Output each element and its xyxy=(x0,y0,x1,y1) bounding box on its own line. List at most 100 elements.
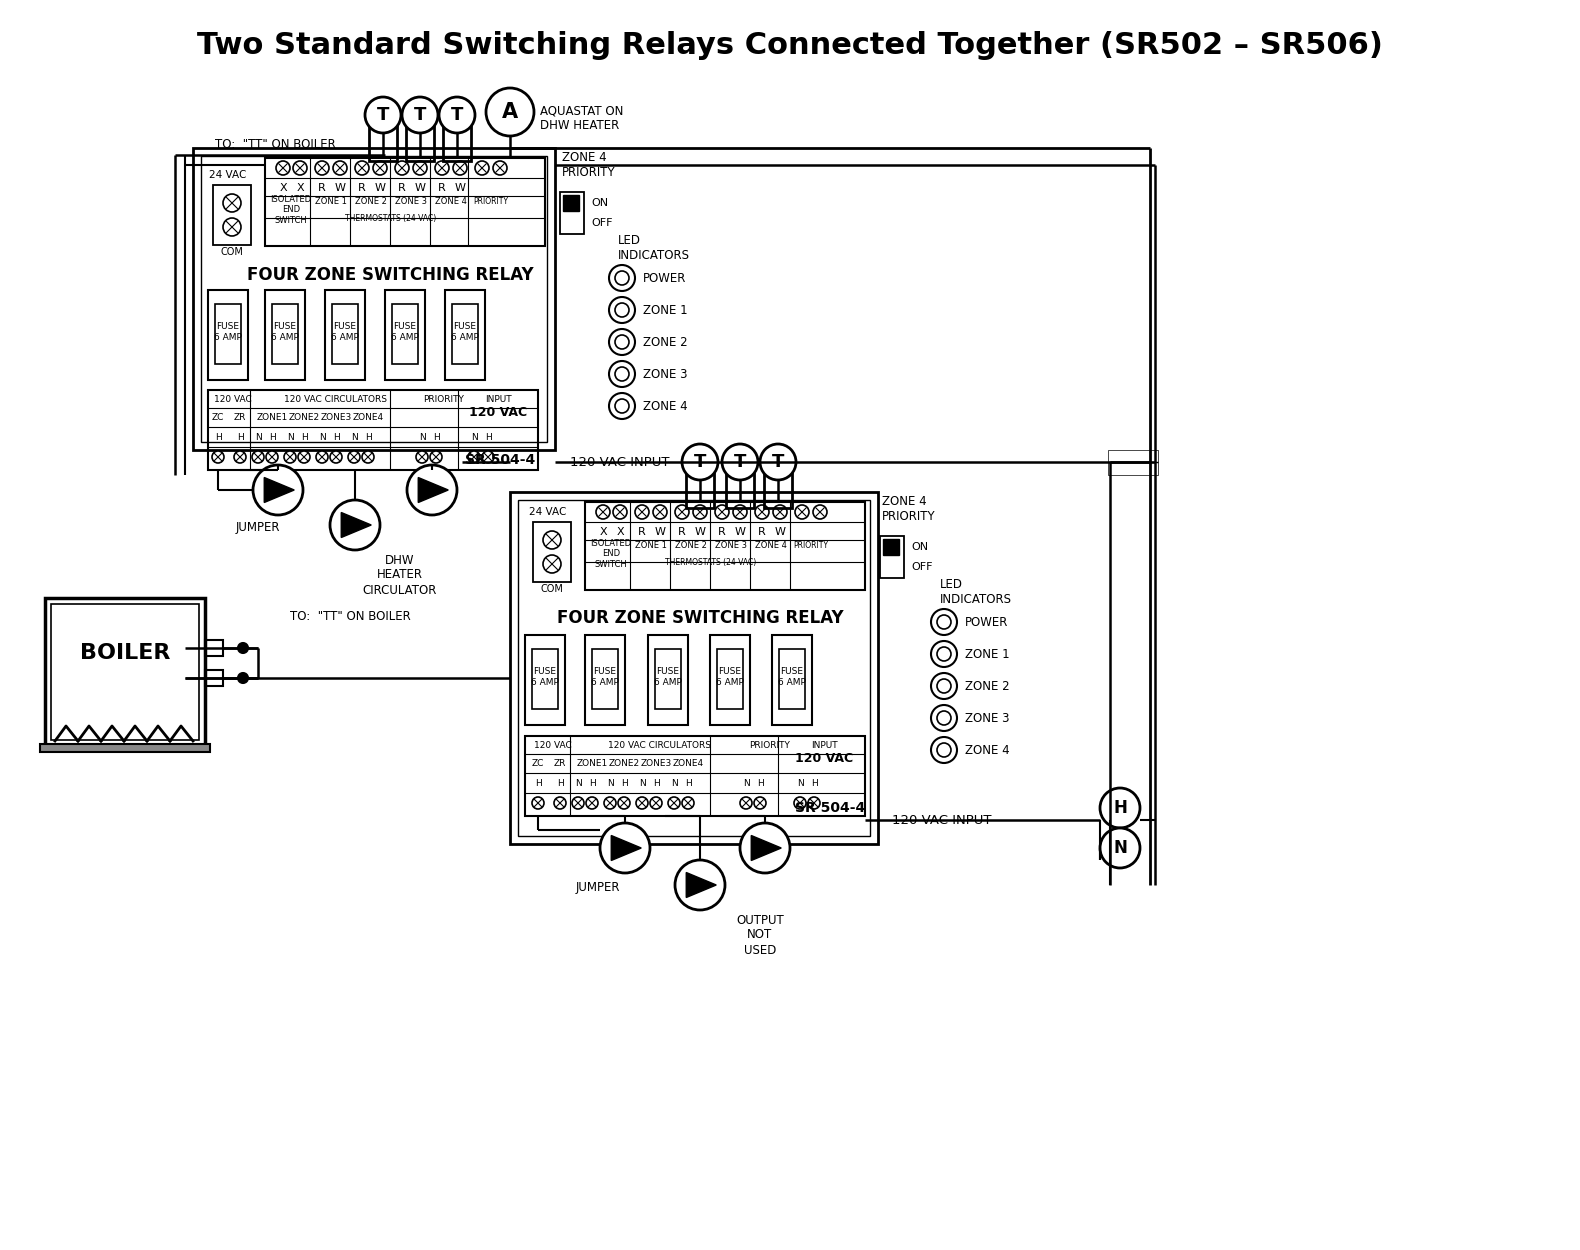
Bar xyxy=(392,304,419,364)
Circle shape xyxy=(795,798,806,809)
Circle shape xyxy=(435,161,449,175)
Text: FOUR ZONE SWITCHING RELAY: FOUR ZONE SWITCHING RELAY xyxy=(246,266,534,284)
Text: ZONE 3: ZONE 3 xyxy=(643,368,687,380)
Text: PRIORITY: PRIORITY xyxy=(793,541,828,550)
Circle shape xyxy=(937,742,951,758)
Circle shape xyxy=(212,451,224,462)
Bar xyxy=(532,522,570,582)
Circle shape xyxy=(694,505,706,519)
Circle shape xyxy=(814,505,826,519)
Bar xyxy=(201,156,547,442)
Circle shape xyxy=(733,505,747,519)
Circle shape xyxy=(299,451,310,462)
Circle shape xyxy=(608,329,635,355)
Text: H: H xyxy=(757,779,763,788)
Bar xyxy=(452,304,479,364)
Circle shape xyxy=(931,609,957,635)
Text: R: R xyxy=(359,182,367,192)
Circle shape xyxy=(416,451,428,462)
Text: FOUR ZONE SWITCHING RELAY: FOUR ZONE SWITCHING RELAY xyxy=(556,609,844,628)
Text: W: W xyxy=(374,182,386,192)
Circle shape xyxy=(722,444,758,480)
Bar xyxy=(209,290,248,380)
Circle shape xyxy=(234,451,246,462)
Text: T: T xyxy=(733,452,746,471)
Text: COM: COM xyxy=(540,584,564,594)
Circle shape xyxy=(292,161,307,175)
Bar xyxy=(215,304,242,364)
Circle shape xyxy=(615,368,629,381)
Text: ZONE4: ZONE4 xyxy=(352,414,384,422)
Bar xyxy=(332,304,359,364)
Text: BOILER: BOILER xyxy=(81,642,171,662)
Circle shape xyxy=(937,679,951,692)
Bar xyxy=(1108,450,1158,475)
Circle shape xyxy=(468,451,480,462)
Bar xyxy=(272,304,299,364)
Circle shape xyxy=(284,451,295,462)
Circle shape xyxy=(615,302,629,318)
Text: TO:  "TT" ON BOILER: TO: "TT" ON BOILER xyxy=(289,610,411,622)
Circle shape xyxy=(653,505,667,519)
Text: R: R xyxy=(678,528,686,538)
Text: ZONE 4: ZONE 4 xyxy=(755,541,787,550)
Circle shape xyxy=(253,465,303,515)
Text: FUSE
6 AMP: FUSE 6 AMP xyxy=(591,668,619,686)
Text: ZC: ZC xyxy=(532,760,544,769)
Text: R: R xyxy=(638,528,646,538)
Text: H: H xyxy=(1112,799,1127,818)
Text: COM: COM xyxy=(221,248,243,258)
Text: JUMPER: JUMPER xyxy=(575,881,621,895)
Circle shape xyxy=(223,194,242,213)
Bar xyxy=(510,492,878,844)
Bar xyxy=(779,649,804,709)
Text: R: R xyxy=(318,182,325,192)
Text: H: H xyxy=(269,432,275,441)
Bar xyxy=(386,290,425,380)
Circle shape xyxy=(348,451,360,462)
Text: N: N xyxy=(319,432,325,441)
Text: H: H xyxy=(485,432,491,441)
Text: ZONE 4: ZONE 4 xyxy=(643,400,687,412)
Text: PRIORITY: PRIORITY xyxy=(423,395,465,404)
Text: ZONE 4: ZONE 4 xyxy=(435,198,468,206)
Text: X: X xyxy=(599,528,607,538)
Text: N: N xyxy=(607,779,613,788)
Text: 120 VAC CIRCULATORS: 120 VAC CIRCULATORS xyxy=(608,740,711,750)
Text: N: N xyxy=(796,779,803,788)
Circle shape xyxy=(635,505,649,519)
Bar xyxy=(406,119,434,161)
Bar xyxy=(213,185,251,245)
Text: X: X xyxy=(280,182,288,192)
Circle shape xyxy=(596,505,610,519)
Text: T: T xyxy=(450,106,463,124)
Circle shape xyxy=(675,860,725,910)
Text: H: H xyxy=(433,432,439,441)
Text: W: W xyxy=(335,182,346,192)
Circle shape xyxy=(608,392,635,419)
Circle shape xyxy=(937,615,951,629)
Circle shape xyxy=(613,505,627,519)
Bar xyxy=(209,390,539,470)
Text: FUSE
6 AMP: FUSE 6 AMP xyxy=(392,322,419,341)
Circle shape xyxy=(760,444,796,480)
Bar xyxy=(44,598,205,746)
Text: ZONE 2: ZONE 2 xyxy=(965,680,1010,692)
Text: ZONE 4
PRIORITY: ZONE 4 PRIORITY xyxy=(562,151,616,179)
Text: INPUT: INPUT xyxy=(485,395,512,404)
Text: H: H xyxy=(556,779,564,788)
Text: ZONE1: ZONE1 xyxy=(577,760,608,769)
Circle shape xyxy=(333,161,348,175)
Text: POWER: POWER xyxy=(643,271,686,285)
Text: H: H xyxy=(811,779,817,788)
Text: TO:  "TT" ON BOILER: TO: "TT" ON BOILER xyxy=(215,139,335,151)
Bar xyxy=(370,119,397,161)
Circle shape xyxy=(365,98,401,132)
Text: 24 VAC: 24 VAC xyxy=(209,170,246,180)
Text: N: N xyxy=(419,432,425,441)
Text: H: H xyxy=(300,432,308,441)
Circle shape xyxy=(453,161,468,175)
Circle shape xyxy=(314,161,329,175)
Text: ZC: ZC xyxy=(212,414,224,422)
Circle shape xyxy=(618,798,630,809)
